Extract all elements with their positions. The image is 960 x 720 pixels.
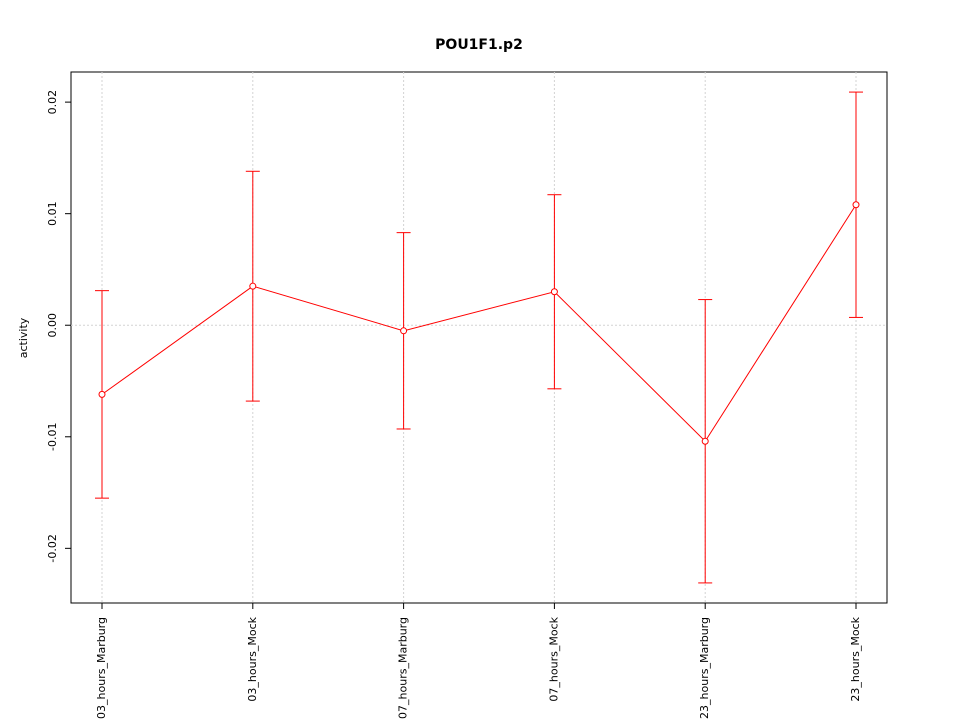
chart-title: POU1F1.p2 xyxy=(435,37,523,53)
y-tick-label: 0.02 xyxy=(46,90,59,115)
point xyxy=(701,437,709,445)
point xyxy=(852,201,860,209)
y-axis-label: activity xyxy=(17,317,30,358)
plot-frame xyxy=(70,71,888,604)
y-tick-label: 0.01 xyxy=(46,201,59,226)
x-tick-label: 07_hours_Marburg xyxy=(397,617,410,719)
point xyxy=(98,390,106,398)
point xyxy=(249,282,257,290)
x-tick-label: 23_hours_Marburg xyxy=(698,617,711,719)
x-tick-label: 03_hours_Mock xyxy=(246,616,259,701)
y-tick-label: -0.02 xyxy=(46,534,59,562)
series-line xyxy=(101,204,857,443)
y-tick-label: 0.00 xyxy=(46,313,59,338)
x-tick-label: 07_hours_Mock xyxy=(547,616,560,701)
y-tick-label: -0.01 xyxy=(46,423,59,451)
point xyxy=(400,327,408,335)
point xyxy=(550,288,558,296)
x-tick-label: 03_hours_Marburg xyxy=(95,617,108,719)
x-tick-label: 23_hours_Mock xyxy=(849,616,862,701)
